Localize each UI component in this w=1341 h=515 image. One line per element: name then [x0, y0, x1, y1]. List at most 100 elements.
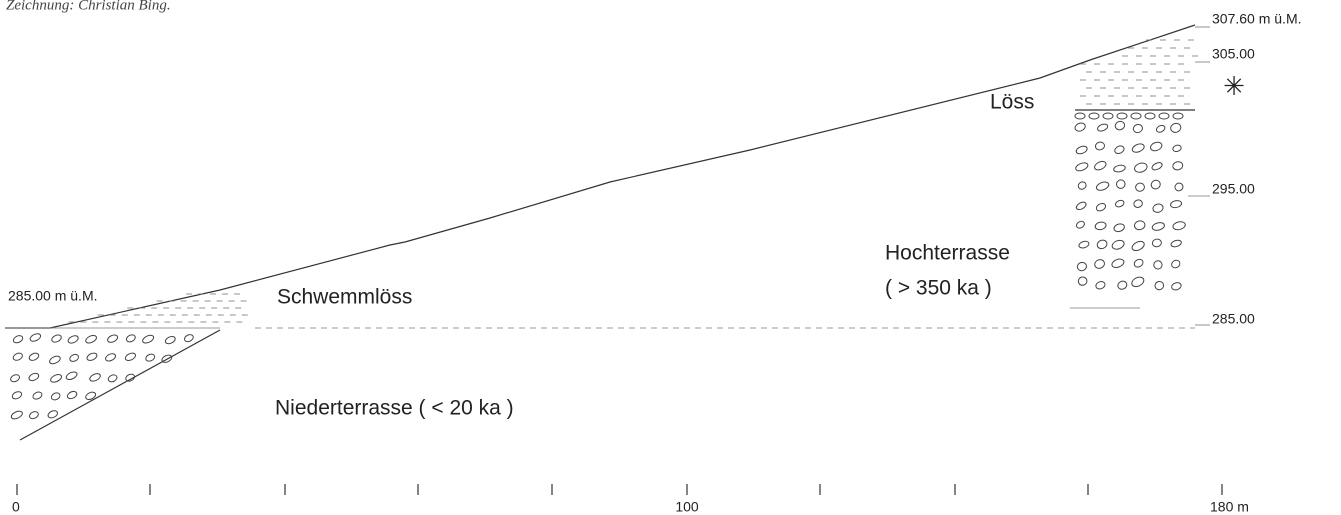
elevation-label: 307.60 m ü.M.	[1212, 11, 1302, 27]
gravel	[51, 334, 63, 344]
unit-label: Niederterrasse ( < 20 ka )	[275, 397, 514, 420]
gravel	[1094, 221, 1106, 230]
gravel	[11, 390, 23, 400]
gravel	[1075, 161, 1089, 172]
gravel	[1152, 238, 1162, 247]
gravel	[1153, 260, 1163, 270]
gravel	[1075, 220, 1085, 230]
gravel	[1077, 276, 1088, 287]
gravel	[1170, 200, 1182, 209]
gravel	[104, 352, 116, 362]
gravel	[107, 374, 118, 384]
gravel	[1150, 179, 1162, 191]
gravel	[47, 409, 59, 419]
gravel	[1095, 180, 1110, 191]
gravel	[1145, 113, 1155, 119]
gravel	[1075, 201, 1087, 211]
gravel	[183, 333, 194, 343]
credit: Zeichnung: Christian Bing.	[6, 0, 171, 13]
gravel	[1170, 239, 1182, 248]
marker-star: ✳	[1223, 71, 1245, 101]
gravel	[1095, 141, 1106, 151]
gravel	[28, 372, 40, 382]
gravel	[1152, 203, 1164, 214]
gravel	[1095, 280, 1106, 290]
gravel	[145, 353, 156, 363]
gravel	[1117, 113, 1127, 119]
gravel	[1115, 199, 1125, 208]
gravel	[1172, 221, 1186, 231]
unit-label: Hochterrasse	[885, 242, 1010, 265]
gravel	[1131, 239, 1146, 252]
gravel	[1159, 113, 1169, 119]
gravel	[10, 410, 23, 421]
gravel	[1093, 258, 1105, 270]
gravel	[141, 334, 154, 345]
gravel	[9, 373, 20, 383]
unit-label: ( > 350 ka )	[885, 277, 992, 300]
gravel	[28, 352, 40, 362]
elevation-label: 305.00	[1212, 46, 1255, 62]
elevation-label: 285.00	[1212, 311, 1255, 327]
gravel	[1133, 162, 1148, 174]
gravel	[49, 373, 62, 384]
gravel	[1154, 280, 1165, 291]
elevation-label: 285.00 m ü.M.	[8, 288, 98, 304]
page: {"credit": "Zeichnung: Christian Bing.",…	[0, 0, 1341, 515]
gravel	[1169, 122, 1182, 134]
gravel	[28, 410, 39, 420]
gravel	[50, 392, 61, 402]
gravel	[1131, 113, 1141, 119]
gravel	[1113, 144, 1125, 155]
gravel	[12, 334, 24, 344]
gravel	[1077, 181, 1087, 191]
gravel	[1134, 220, 1146, 231]
gravel	[1170, 259, 1181, 269]
gravel	[67, 334, 79, 344]
gravel	[1130, 275, 1145, 288]
scale-label: 180 m	[1210, 499, 1249, 515]
gravel	[48, 355, 61, 366]
gravel	[29, 332, 42, 343]
gravel	[12, 352, 24, 362]
gravel	[1114, 120, 1126, 131]
gravel	[1095, 202, 1107, 212]
gravel	[1096, 239, 1108, 250]
scale-label: 0	[12, 499, 20, 515]
gravel	[1089, 113, 1099, 119]
surface-profile	[5, 25, 1195, 328]
gravel	[1173, 113, 1183, 119]
terrace-boundary	[20, 330, 220, 440]
gravel	[1075, 113, 1085, 119]
gravel	[106, 334, 118, 344]
gravel	[1074, 122, 1087, 133]
gravel	[1133, 258, 1145, 269]
gravel	[1172, 161, 1183, 171]
gravel	[85, 334, 98, 345]
gravel	[1111, 239, 1125, 251]
elevation-label: 295.00	[1212, 181, 1255, 197]
gravel	[1111, 257, 1125, 269]
gravel	[1113, 223, 1125, 233]
gravel	[1172, 144, 1182, 152]
gravel	[1155, 124, 1166, 134]
gravel	[1093, 160, 1107, 172]
gravel	[1115, 178, 1127, 190]
unit-label: Löss	[990, 91, 1034, 114]
gravel	[1174, 182, 1185, 192]
gravel	[124, 352, 136, 362]
gravel	[1131, 142, 1145, 154]
gravel	[1133, 199, 1143, 208]
gravel	[1132, 123, 1143, 134]
gravel	[1117, 280, 1128, 291]
gravel	[1151, 221, 1165, 231]
unit-label: Schwemmlöss	[277, 286, 412, 309]
gravel	[1075, 145, 1088, 155]
gravel	[1103, 113, 1113, 119]
gravel	[1113, 164, 1126, 173]
diagram: Zeichnung: Christian Bing. 307.60 m ü.M.…	[0, 0, 1341, 515]
gravel	[65, 370, 78, 381]
gravel	[164, 335, 176, 345]
gravel	[1078, 240, 1090, 249]
gravel	[1171, 281, 1182, 291]
